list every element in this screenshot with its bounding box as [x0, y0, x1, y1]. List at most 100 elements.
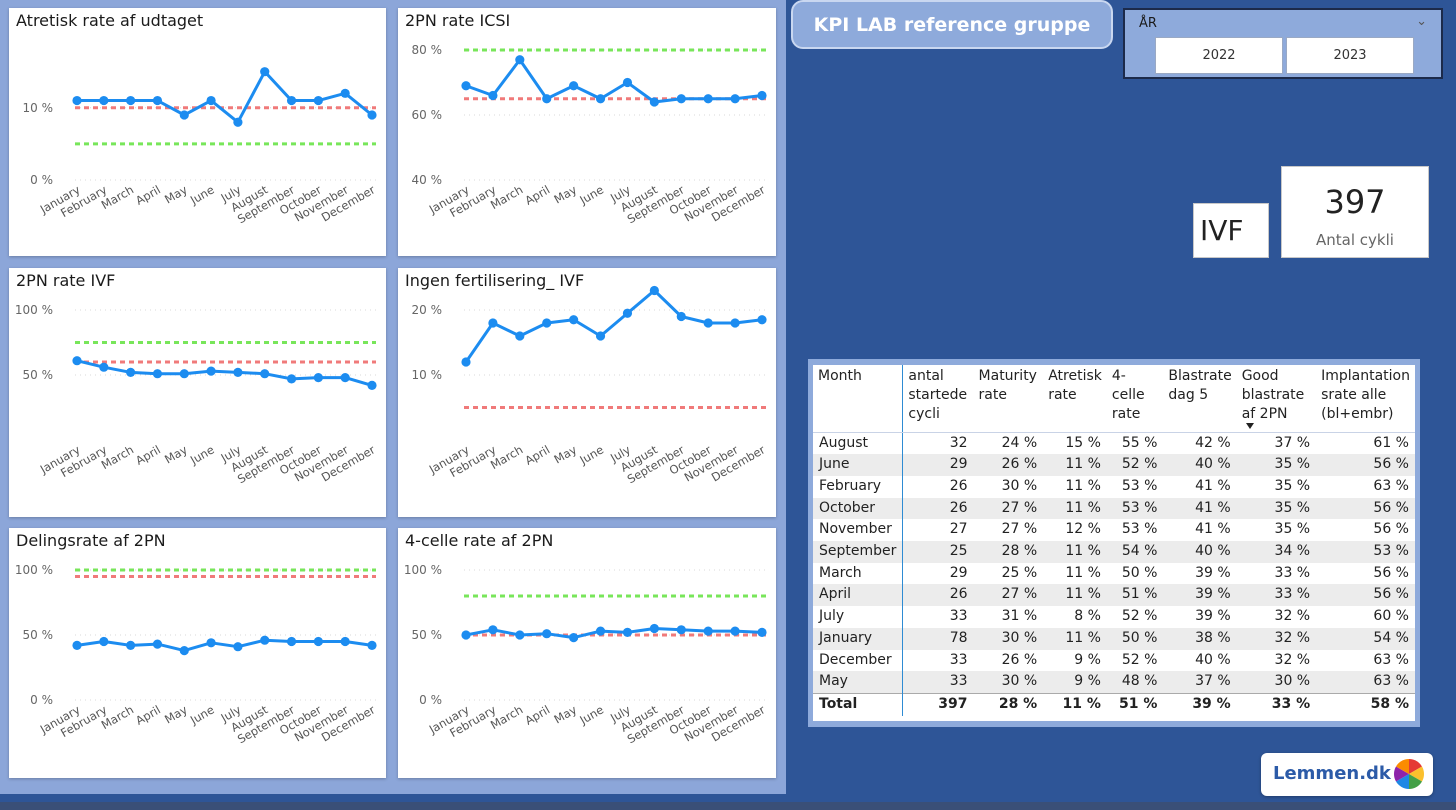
data-point — [72, 640, 82, 650]
column-header-sorted[interactable]: Good blastrate af 2PN — [1236, 365, 1317, 433]
table-row[interactable]: May 33 30 % 9 % 48 % 37 % 30 % 63 % — [813, 671, 1415, 694]
chart-card[interactable]: 100 % 50 % 0 % January February March April May… — [9, 528, 386, 778]
total-cell: 11 % — [1043, 692, 1107, 716]
series-line — [464, 289, 763, 363]
data-point — [461, 630, 471, 640]
data-point — [730, 626, 740, 636]
table-row[interactable]: December 33 26 % 9 % 52 % 40 % 32 % 63 % — [813, 649, 1415, 672]
data-point — [488, 90, 498, 101]
kpi-value: 397 — [1324, 183, 1386, 221]
column-header[interactable]: 4-celle rate — [1106, 365, 1164, 433]
data-point — [703, 318, 713, 328]
row-value-cell: 11 % — [1043, 584, 1107, 607]
row-value-cell: 53 % — [1106, 497, 1164, 520]
data-point — [152, 639, 163, 649]
column-header[interactable]: Atretisk rate — [1043, 365, 1107, 433]
data-point — [569, 81, 579, 91]
x-tick-label: April — [133, 182, 163, 207]
chevron-down-icon[interactable]: ⌄ — [1416, 14, 1427, 29]
table-row[interactable]: August 32 24 % 15 % 55 % 42 % 37 % 61 % — [813, 432, 1415, 455]
x-tick-label: June — [187, 442, 217, 467]
table-row[interactable]: June 29 26 % 11 % 52 % 40 % 35 % 56 % — [813, 454, 1415, 476]
year-slicer[interactable]: ÅR ⌄ 2022 2023 — [1123, 8, 1443, 79]
x-tick-label: June — [576, 442, 606, 467]
y-tick-label: 80 % — [412, 43, 443, 57]
table-row[interactable]: October 26 27 % 11 % 53 % 41 % 35 % 56 % — [813, 497, 1415, 520]
chart-card[interactable]: 80 % 60 % 40 % January February March April May… — [398, 8, 776, 256]
row-value-cell: 29 — [902, 454, 974, 476]
data-point — [367, 110, 377, 120]
table-row[interactable]: September 25 28 % 11 % 54 % 40 % 34 % 53 % — [813, 541, 1415, 563]
x-tick-label: June — [576, 182, 606, 207]
data-point — [313, 636, 323, 647]
row-value-cell: 37 % — [1163, 671, 1237, 694]
row-value-cell: 15 % — [1065, 434, 1101, 451]
chart-card[interactable]: 100 % 50 % January February March April May Jun… — [9, 268, 386, 517]
column-header[interactable]: Blastrate dag 5 — [1163, 365, 1237, 433]
y-tick-label: 0 % — [419, 693, 442, 707]
row-value-cell: 25 % — [1001, 564, 1038, 581]
data-point — [260, 369, 270, 379]
kpi-label: Antal cykli — [1316, 231, 1394, 249]
chart-card[interactable]: 20 % 10 % January February March April May June… — [398, 268, 776, 517]
y-tick-label: 20 % — [412, 303, 443, 317]
x-tick-label: June — [576, 702, 606, 727]
slicer-option-2023[interactable]: 2023 — [1286, 37, 1414, 74]
data-point — [99, 636, 109, 647]
column-header[interactable]: Month — [813, 365, 904, 433]
data-point — [595, 626, 606, 636]
row-value-cell: 63 % — [1373, 477, 1409, 494]
data-point — [126, 95, 136, 106]
data-point — [461, 81, 471, 91]
y-tick-label: 50 % — [23, 628, 54, 642]
data-point — [542, 318, 552, 328]
slicer-option-2022[interactable]: 2022 — [1155, 37, 1283, 74]
row-value-cell: 27 % — [1001, 521, 1038, 538]
column-header[interactable]: Maturity rate — [973, 365, 1044, 433]
table-row[interactable]: March 29 25 % 11 % 50 % 39 % 33 % 56 % — [813, 562, 1415, 585]
total-cell: 51 % — [1106, 692, 1164, 716]
column-header[interactable]: antal startede cycli — [902, 365, 974, 433]
row-value-cell: 30 % — [1001, 477, 1038, 494]
sort-descending-icon — [1245, 422, 1254, 429]
table-row[interactable]: November 27 27 % 12 % 53 % 41 % 35 % 56 % — [813, 519, 1415, 542]
x-tick-label: June — [187, 182, 217, 207]
page-tabs-bar[interactable] — [0, 802, 1456, 810]
y-tick-label: 50 % — [23, 368, 54, 382]
table-row[interactable]: April 26 27 % 11 % 51 % 39 % 33 % 56 % — [813, 584, 1415, 607]
report-title-button[interactable]: KPI LAB reference gruppe — [791, 0, 1113, 49]
data-point — [206, 95, 216, 106]
row-value-cell: 55 % — [1121, 434, 1158, 451]
row-value-cell: 40 % — [1195, 651, 1231, 668]
table-row[interactable]: February 26 30 % 11 % 53 % 41 % 35 % 63 % — [813, 475, 1415, 498]
row-month-cell: June — [813, 454, 904, 476]
data-point — [542, 629, 552, 639]
x-tick-label: May — [162, 182, 190, 206]
row-value-cell: 11 % — [1065, 477, 1101, 494]
row-value-cell: 56 % — [1316, 497, 1415, 520]
data-point — [622, 308, 633, 318]
data-point — [757, 90, 767, 101]
row-value-cell: 12 % — [1065, 521, 1101, 538]
row-value-cell: 9 % — [1074, 651, 1101, 668]
column-header[interactable]: Implantation srate alle (bl+embr) — [1316, 365, 1415, 433]
lemmen-logo[interactable]: Lemmen.dk — [1261, 753, 1433, 796]
table-row[interactable]: July 33 31 % 8 % 52 % 39 % 32 % 60 % — [813, 606, 1415, 628]
table-row[interactable]: January 78 30 % 11 % 50 % 38 % 32 % 54 % — [813, 627, 1415, 650]
chart-card[interactable]: 10 % 0 % January February March April May June J… — [9, 8, 386, 256]
row-value-cell: 33 — [949, 651, 968, 668]
row-value-cell: 26 — [949, 477, 968, 494]
row-value-cell: 60 % — [1373, 608, 1409, 625]
table-total-row: Total 397 28 % 11 % 51 % 39 % 33 % 58 % — [813, 692, 1415, 716]
row-value-cell: 26 % — [1001, 651, 1038, 668]
row-value-cell: 56 % — [1316, 454, 1415, 476]
data-point — [313, 95, 323, 106]
row-value-cell: 33 % — [1236, 584, 1317, 607]
row-value-cell: 35 % — [1236, 454, 1317, 476]
row-month-cell: May — [813, 671, 904, 694]
chart-card[interactable]: 100 % 50 % 0 % January February March April May… — [398, 528, 776, 778]
data-point — [179, 646, 189, 656]
row-value-cell: 42 % — [1195, 434, 1231, 451]
